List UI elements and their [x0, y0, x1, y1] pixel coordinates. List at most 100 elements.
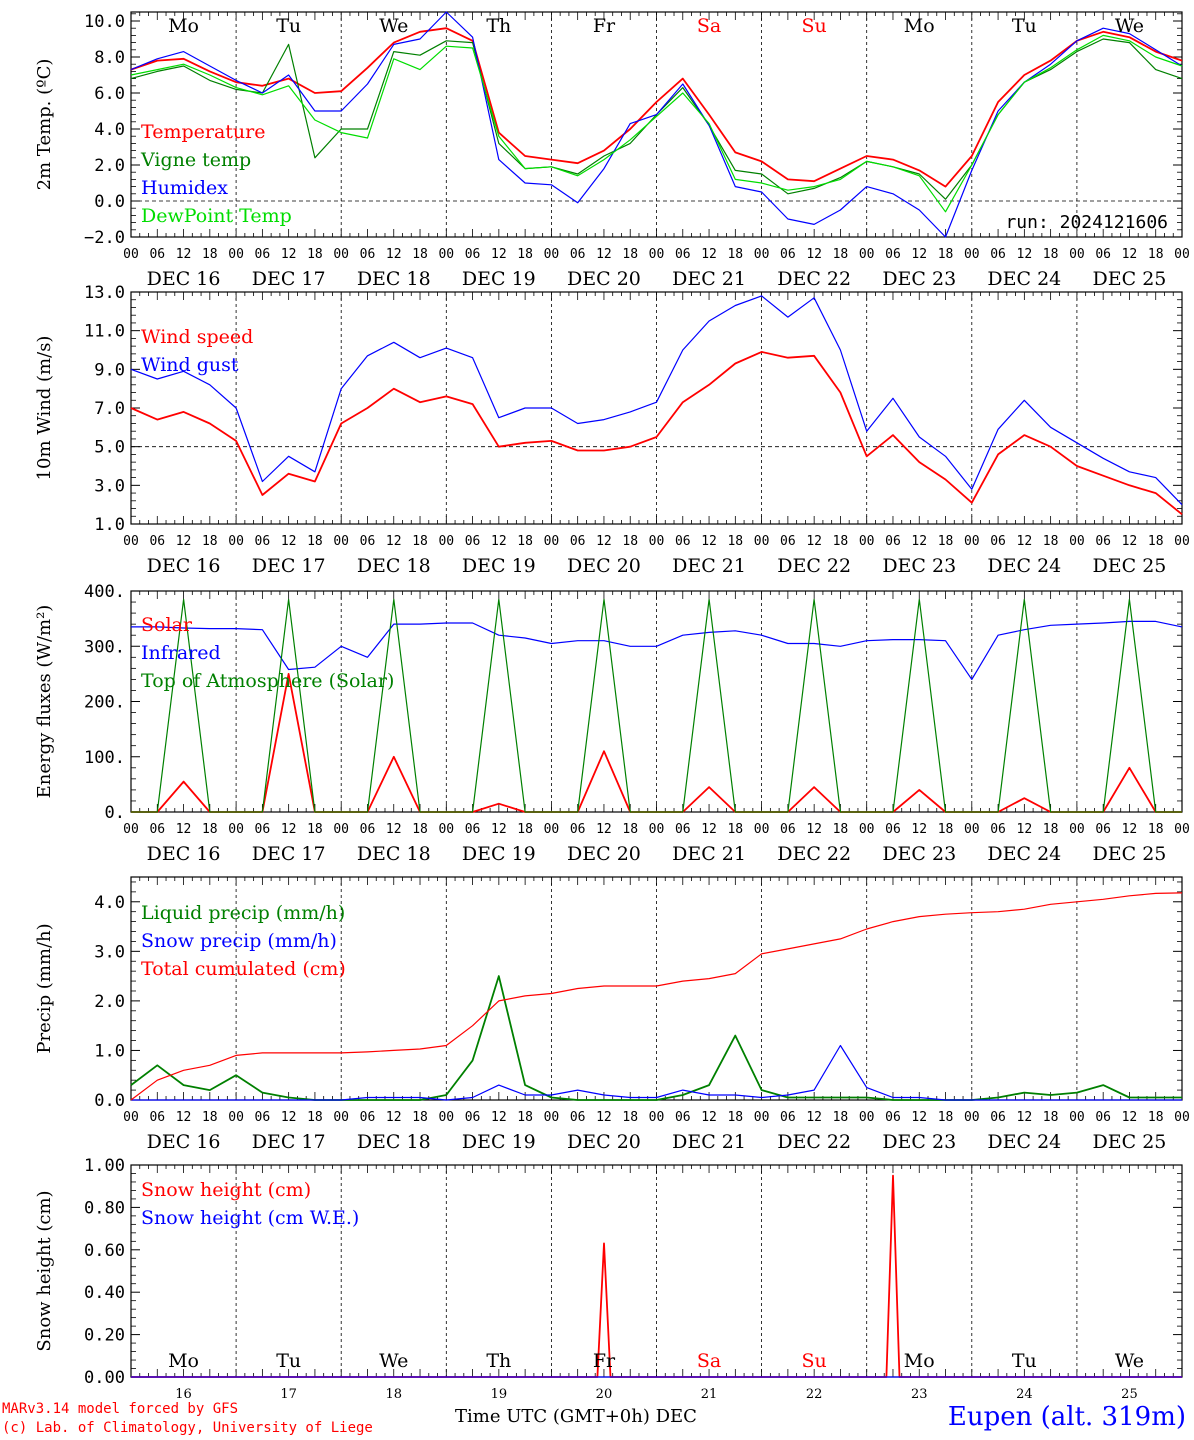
hour-tick-label: 06 [990, 822, 1006, 837]
hour-tick-label: 12 [491, 822, 507, 837]
weekday-label: Mo [168, 15, 199, 37]
y-tick-label: 11.0 [84, 322, 125, 342]
hour-tick-label: 06 [360, 247, 376, 262]
date-label: DEC 23 [882, 843, 956, 865]
hour-tick-label: 12 [596, 822, 612, 837]
hour-tick-label: 00 [964, 1110, 980, 1125]
hour-tick-label: 12 [176, 1110, 192, 1125]
hour-tick-label: 06 [149, 1110, 165, 1125]
hour-tick-label: 00 [438, 247, 454, 262]
hour-tick-label: 00 [964, 247, 980, 262]
hour-tick-label: 00 [333, 1110, 349, 1125]
weekday-label: We [379, 1350, 408, 1372]
model-credit: MARv3.14 model forced by GFS [2, 1401, 239, 1417]
date-label: DEC 21 [672, 555, 746, 577]
y-tick-label: 3.0 [94, 942, 125, 962]
hour-tick-label: 18 [1043, 534, 1059, 549]
legend-entry: DewPoint Temp [141, 205, 292, 227]
hour-tick-label: 00 [438, 822, 454, 837]
hour-tick-label: 12 [701, 1110, 717, 1125]
hour-tick-label: 12 [701, 534, 717, 549]
y-tick-label: 8.0 [94, 48, 125, 68]
date-label: DEC 23 [882, 555, 956, 577]
hour-tick-label: 00 [1069, 822, 1085, 837]
hour-tick-label: 18 [202, 247, 218, 262]
hour-tick-label: 06 [990, 1110, 1006, 1125]
date-label: DEC 20 [567, 555, 641, 577]
date-label: DEC 19 [462, 843, 536, 865]
hour-tick-label: 00 [859, 534, 875, 549]
y-tick-label: 5.0 [94, 438, 125, 458]
y-tick-label: 0.60 [84, 1241, 125, 1261]
hour-tick-label: 00 [1069, 247, 1085, 262]
day-number-label: 25 [1121, 1387, 1138, 1402]
hour-tick-label: 12 [386, 534, 402, 549]
weekday-label: Tu [276, 15, 301, 37]
hour-tick-label: 06 [780, 822, 796, 837]
hour-tick-label: 06 [570, 1110, 586, 1125]
hour-tick-label: 18 [622, 1110, 638, 1125]
date-label: DEC 25 [1093, 1131, 1167, 1153]
weekday-label: We [1115, 15, 1144, 37]
hour-tick-label: 12 [491, 1110, 507, 1125]
y-tick-label: 200. [84, 693, 125, 713]
hour-tick-label: 12 [596, 1110, 612, 1125]
day-number-label: 20 [596, 1387, 613, 1402]
hour-tick-label: 12 [176, 534, 192, 549]
hour-tick-label: 18 [307, 1110, 323, 1125]
hour-tick-label: 12 [1122, 822, 1138, 837]
hour-tick-label: 00 [754, 534, 770, 549]
legend-entry: Vigne temp [140, 149, 251, 171]
hour-tick-label: 18 [1043, 247, 1059, 262]
hour-tick-label: 00 [649, 1110, 665, 1125]
hour-tick-label: 06 [149, 822, 165, 837]
hour-tick-label: 06 [570, 534, 586, 549]
hour-tick-label: 12 [281, 247, 297, 262]
legend-entry: Wind speed [141, 326, 253, 348]
hour-tick-label: 00 [228, 247, 244, 262]
day-number-label: 16 [175, 1387, 192, 1402]
panel-4: 0.0 1.0 2.0 3.0 4.0 Precip (mm/h) Liquid preci… [34, 876, 1190, 1153]
legend-entry: Solar [141, 614, 193, 636]
y-tick-label: 0.0 [94, 192, 125, 212]
hour-tick-label: 06 [885, 247, 901, 262]
date-label: DEC 25 [1093, 843, 1167, 865]
legend-entry: Wind gust [141, 354, 239, 376]
hour-tick-label: 00 [333, 247, 349, 262]
hour-tick-label: 00 [544, 822, 560, 837]
hour-tick-label: 06 [1095, 1110, 1111, 1125]
hour-tick-label: 12 [911, 1110, 927, 1125]
hour-tick-label: 12 [701, 822, 717, 837]
legend-entry: Top of Atmosphere (Solar) [141, 670, 394, 692]
hour-tick-label: 18 [1043, 1110, 1059, 1125]
hour-tick-label: 06 [360, 1110, 376, 1125]
hour-tick-label: 06 [885, 1110, 901, 1125]
date-label: DEC 19 [462, 268, 536, 290]
hour-tick-label: 18 [727, 822, 743, 837]
hour-tick-label: 18 [1148, 822, 1164, 837]
hour-tick-label: 06 [255, 534, 271, 549]
hour-tick-label: 00 [1174, 1110, 1190, 1125]
hour-tick-label: 00 [544, 247, 560, 262]
hour-tick-label: 12 [386, 822, 402, 837]
y-axis-label: 2m Temp. (ºC) [34, 59, 55, 191]
day-number-label: 19 [491, 1387, 508, 1402]
hour-tick-label: 18 [727, 534, 743, 549]
weekday-label: Mo [904, 15, 935, 37]
series-line-3 [131, 598, 1182, 813]
run-label: run: 2024121606 [1005, 212, 1168, 233]
hour-tick-label: 12 [911, 247, 927, 262]
weekday-label: Su [802, 1350, 827, 1372]
hour-tick-label: 12 [281, 822, 297, 837]
date-label: DEC 18 [357, 843, 431, 865]
series-line-2 [131, 620, 1183, 681]
y-tick-label: 9.0 [94, 360, 125, 380]
hour-tick-label: 00 [438, 1110, 454, 1125]
hour-tick-label: 12 [596, 247, 612, 262]
hour-tick-label: 06 [675, 534, 691, 549]
weekday-label: We [379, 15, 408, 37]
hour-tick-label: 00 [544, 534, 560, 549]
y-tick-label: 0.00 [84, 1368, 125, 1388]
hour-tick-label: 00 [123, 822, 139, 837]
